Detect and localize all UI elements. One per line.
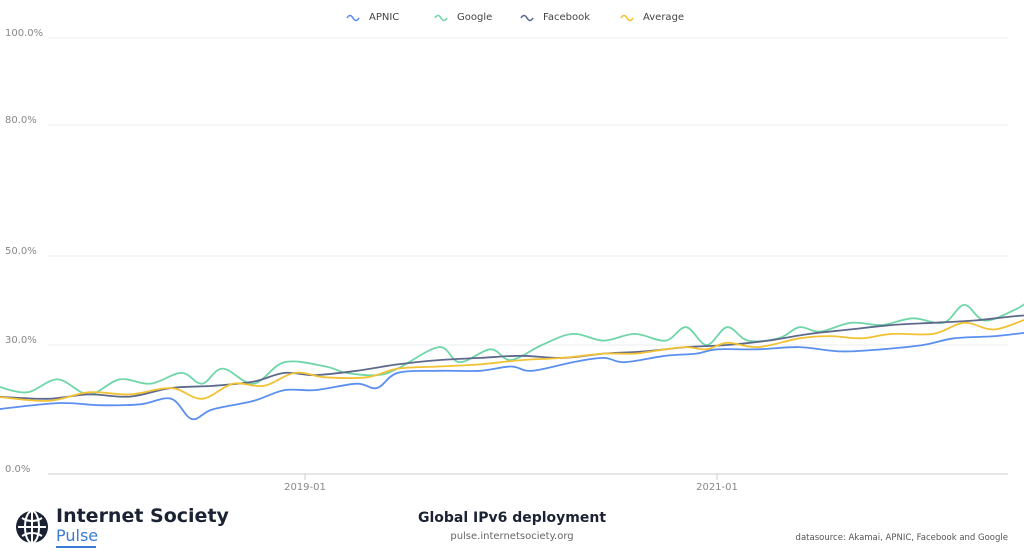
legend-label: Average — [643, 12, 684, 23]
series-line-average — [0, 319, 1024, 402]
x-tick-label: 2021-01 — [696, 482, 738, 493]
x-tick-label: 2019-01 — [284, 482, 326, 493]
y-tick-label: 80.0% — [5, 115, 37, 126]
legend-label: APNIC — [369, 12, 399, 23]
brand-logo[interactable]: Internet Society Pulse — [14, 506, 229, 548]
y-tick-label: 0.0% — [5, 464, 30, 475]
globe-icon — [16, 510, 48, 544]
ipv6-line-chart: APNIC Google Facebook Average 100.0% 80.0% 50… — [0, 12, 1024, 493]
legend-swatch — [520, 14, 534, 22]
chart-legend[interactable]: APNIC Google Facebook Average — [346, 12, 684, 23]
data-source: datasource: Akamai, APNIC, Facebook and … — [795, 533, 1008, 543]
y-tick-label: 50.0% — [5, 246, 37, 257]
legend-swatch — [434, 14, 448, 22]
y-tick-label: 100.0% — [5, 28, 43, 39]
series-line-facebook — [0, 314, 1024, 400]
chart-grid — [48, 37, 1008, 475]
y-axis: 100.0% 80.0% 50.0% 30.0% 0.0% — [5, 28, 43, 475]
brand-name: Internet Society — [56, 505, 229, 527]
legend-label: Facebook — [543, 12, 590, 23]
chart-title: Global IPv6 deployment — [417, 510, 607, 526]
legend-swatch — [346, 14, 360, 22]
legend-item-facebook[interactable]: Facebook — [520, 12, 590, 23]
legend-item-google[interactable]: Google — [434, 12, 492, 23]
series-line-google — [0, 303, 1024, 396]
site-url[interactable]: pulse.internetsociety.org — [450, 531, 574, 542]
legend-label: Google — [457, 12, 492, 23]
brand-sub: Pulse — [56, 526, 99, 545]
series-line-apnic — [0, 331, 1024, 421]
legend-item-average[interactable]: Average — [620, 12, 684, 23]
legend-swatch — [620, 14, 634, 22]
footer: Internet Society Pulse Global IPv6 deplo… — [0, 500, 1024, 556]
legend-item-apnic[interactable]: APNIC — [346, 12, 399, 23]
brand-underline — [56, 546, 96, 548]
y-tick-label: 30.0% — [5, 335, 37, 346]
x-axis: 2019-01 2021-01 — [284, 474, 738, 493]
chart-series — [0, 303, 1024, 421]
